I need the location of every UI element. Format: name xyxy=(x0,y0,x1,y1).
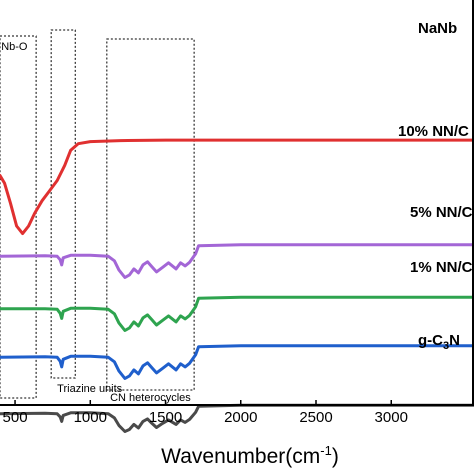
x-axis: 500 1000 1500 2000 2500 3000 xyxy=(0,0,474,426)
region-box-0 xyxy=(0,35,37,399)
series-line-0 xyxy=(0,138,474,236)
series-label-4: g-C3N xyxy=(418,332,460,352)
series-line-1 xyxy=(0,243,474,279)
region-label-2: CN heterocycles xyxy=(110,392,191,404)
series-label-0: NaNb xyxy=(418,20,457,37)
x-tick-label-3: 2000 xyxy=(224,409,257,426)
series-line-2 xyxy=(0,295,474,332)
series-line-4 xyxy=(0,403,474,433)
series-label-layer: NaNb 10% NN/C 5% NN/C 1% NN/C g-C3N xyxy=(398,20,473,352)
x-tick-label-5: 3000 xyxy=(375,409,408,426)
x-tick-label-0: 500 xyxy=(3,409,28,426)
region-box-1 xyxy=(50,29,76,379)
x-tick-label-2: 1500 xyxy=(149,409,182,426)
series-layer xyxy=(0,138,474,433)
x-tick-label-1: 1000 xyxy=(74,409,107,426)
region-box-2 xyxy=(106,38,195,391)
series-label-1: 10% NN/C xyxy=(398,123,469,140)
x-tick-label-4: 2500 xyxy=(299,409,332,426)
x-axis-title: Wavenumber(cm-1) xyxy=(161,443,339,468)
region-label-0: Nb-O xyxy=(1,41,28,53)
region-label-1: Triazine units xyxy=(57,383,123,395)
series-line-3 xyxy=(0,344,474,380)
series-label-3: 1% NN/C xyxy=(410,259,473,276)
series-label-2: 5% NN/C xyxy=(410,204,473,221)
